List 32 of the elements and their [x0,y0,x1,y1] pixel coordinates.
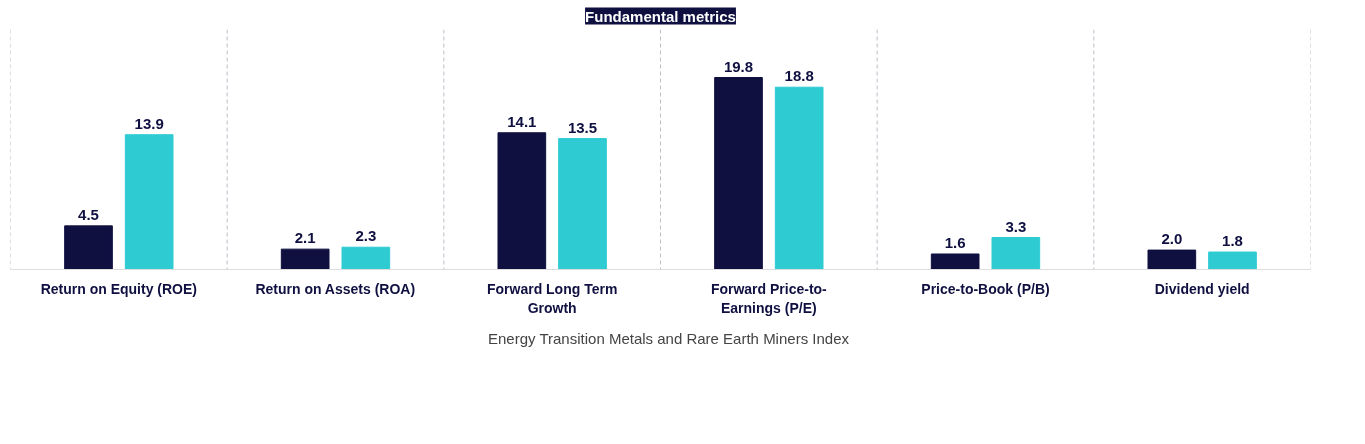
bar [64,225,113,270]
bar [714,77,763,270]
bar [1147,249,1197,270]
data-label: 19.8 [723,57,754,75]
data-label: 2.1 [294,229,316,247]
x-tick-label: Return on Assets (ROA) [255,280,416,297]
x-tick-label: Price-to-Book (P/B) [921,280,1050,297]
data-label: 3.3 [1005,217,1027,235]
data-label: 2.3 [355,227,377,245]
data-label: 2.0 [1161,230,1183,248]
x-tick-label: Forward Long Term Growth [486,280,618,316]
x-tick-label: Forward Price-to-Earnings (P/E) [710,280,828,316]
chart-title: Fundamental metrics [585,7,736,25]
data-label: 4.5 [78,206,99,224]
bar [930,253,980,270]
bar [124,134,174,270]
bar [497,132,547,270]
data-label: 18.8 [784,67,814,85]
x-tick-label: Dividend yield [1154,280,1250,297]
bar [341,246,391,270]
bar [558,138,607,270]
bar [280,248,330,270]
data-label: 13.9 [134,114,164,132]
bar [774,86,824,270]
data-label: 13.5 [567,118,598,136]
data-label: 1.6 [944,234,966,252]
data-label: 1.8 [1222,232,1243,250]
bar [1208,251,1257,270]
data-label: 14.1 [507,113,537,131]
text: Energy Transition Metals and Rare Earth Miners Index [487,329,850,347]
x-tick-label: Return on Equity (ROE) [40,280,197,297]
bar [991,237,1041,270]
